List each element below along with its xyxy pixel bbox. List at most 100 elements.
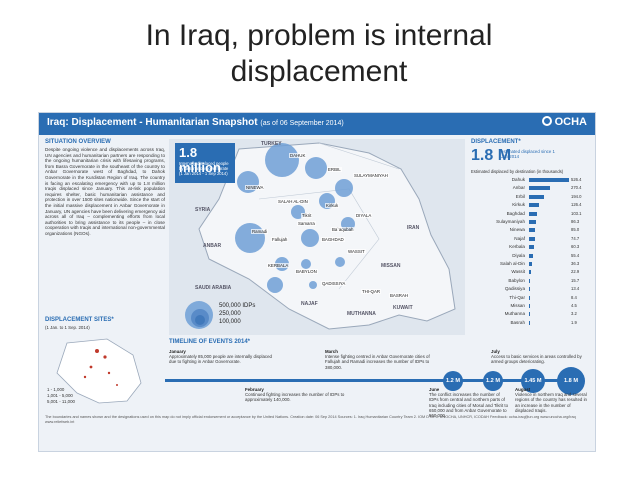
displacement-row-name: Sulaymaniyah	[496, 219, 525, 224]
displacement-row-bar	[529, 186, 550, 191]
bubble-erbil	[305, 157, 327, 179]
displacement-row-name: Diyala	[512, 252, 525, 258]
city-label: BABYLON	[295, 269, 318, 274]
displacement-heading: DISPLACEMENT*	[471, 139, 521, 145]
displacement-row-name: Baghdad	[506, 210, 525, 216]
timeline-event-june: June The conflict increases the number o…	[429, 387, 509, 419]
displacement-row-value: 85.0	[571, 227, 580, 233]
displacement-row-value: 15.7	[571, 277, 580, 283]
city-label: SALAH AL-DIN	[277, 199, 309, 204]
bubble-qadissiya	[309, 281, 317, 289]
displacement-row: Diyala 55.4	[471, 253, 589, 259]
displacement-row: Kerbala 60.3	[471, 244, 589, 250]
displacement-row: Anbar 270.4	[471, 185, 589, 191]
displacement-row-bar	[529, 312, 530, 317]
displacement-row: Basrah 1.9	[471, 320, 589, 326]
city-label: NINEWA	[245, 185, 265, 190]
displacement-row-name: Thi-Qar	[509, 294, 525, 300]
displacement-row-name: Anbar	[512, 185, 525, 191]
displacement-row-value: 194.0	[571, 193, 582, 199]
displacement-row-bar	[529, 253, 534, 258]
infographic-banner: Iraq: Displacement - Humanitarian Snapsh…	[39, 113, 595, 135]
timeline-event-january: January Approximately 85,000 people are …	[169, 349, 272, 365]
displacement-sites-minimap: 1 - 1,000 1,001 - 5,000 5,001 - 11,000	[47, 337, 147, 407]
city-label: Ramadi	[251, 229, 269, 234]
displacement-row: Erbil 194.0	[471, 194, 589, 200]
situation-overview-heading: SITUATION OVERVIEW	[45, 139, 111, 145]
displacement-row: Missan 4.5	[471, 303, 589, 309]
displacement-row-name: Qadissiya	[504, 286, 525, 292]
displacement-row: Ninewa 85.0	[471, 227, 589, 233]
displacement-row-value: 526.4	[571, 177, 582, 182]
displacement-row-value: 8.4	[571, 294, 577, 300]
displacement-row-name: Ninewa	[509, 227, 525, 233]
displacement-row-value: 13.4	[571, 286, 580, 292]
map-label-iran: IRAN	[407, 225, 420, 231]
timeline-event-february: February Continued fighting increases th…	[245, 387, 345, 403]
situation-overview-text: Despite ongoing violence and displacemen…	[45, 147, 165, 236]
displacement-row-bar	[529, 236, 535, 241]
displacement-subtitle: Estimated displaced by destination (in t…	[471, 169, 564, 174]
map-label-saudi-arabia: SAUDI ARABIA	[195, 285, 232, 291]
displacement-sites-heading: DISPLACEMENT SITES*	[45, 317, 114, 323]
infographic-title: Iraq: Displacement - Humanitarian Snapsh…	[47, 117, 344, 128]
displacement-panel: DISPLACEMENT* 1.8 M estimated displaced …	[471, 139, 591, 335]
bubble-wassit	[335, 257, 345, 267]
displacement-row-name: Dahuk	[511, 177, 525, 182]
map-label-kuwait: KUWAIT	[393, 305, 413, 311]
displacement-row-name: Kerbala	[509, 244, 525, 250]
city-label: ERBIL	[327, 167, 342, 172]
minimap-shape	[56, 338, 142, 404]
displacement-row-bar	[529, 220, 536, 224]
sites-legend-3: 5,001 - 11,000	[47, 399, 75, 404]
timeline-bubble-3: 1.45 M	[521, 369, 545, 393]
timeline-line	[165, 379, 577, 382]
map-label-anbar: ANBAR	[203, 243, 222, 249]
city-label: BASRAH	[389, 293, 410, 298]
city-label: QADISSIYA	[321, 281, 347, 286]
timeline-event-july: July Access to basic services in areas c…	[491, 349, 582, 365]
displacement-row-name: Salah al-Din	[499, 261, 525, 266]
displacement-row-value: 22.9	[571, 269, 580, 275]
displacement-row-value: 270.4	[571, 185, 582, 191]
displacement-row-name: Kirkuk	[512, 202, 525, 208]
legend-label-large: 500,000 IDPs	[219, 303, 256, 309]
displacement-row-value: 1.9	[571, 319, 577, 325]
sites-legend-1: 1 - 1,000	[47, 387, 65, 392]
sites-legend-2: 1,001 - 5,000	[47, 393, 73, 398]
timeline-bubble-4: 1.8 M	[557, 367, 585, 395]
map-label-muthanna: MUTHANNA	[347, 311, 376, 317]
displacement-row-name: Najaf	[514, 235, 525, 241]
displacement-row: Wassit 22.9	[471, 269, 589, 275]
displacement-row-bar	[529, 278, 531, 283]
displacement-row-value: 74.7	[571, 235, 580, 241]
city-label: Fallujah	[271, 237, 289, 242]
displacement-row-bar	[529, 211, 537, 216]
displacement-row-bar	[529, 203, 539, 208]
displacement-row: Qadissiya 13.4	[471, 286, 589, 292]
displacement-row-value: 86.3	[571, 219, 580, 224]
callout-text: Internally displaced people by destinati…	[179, 161, 229, 176]
displacement-row: Najaf 74.7	[471, 236, 589, 242]
displacement-row-bar	[529, 178, 569, 182]
city-label: Kirkuk	[325, 203, 340, 208]
timeline-event-august: August Violence in northern Iraq and sev…	[515, 387, 587, 413]
displacement-row-value: 126.4	[571, 202, 582, 208]
displacement-row-value: 4.5	[571, 303, 577, 308]
timeline-event-march: March Intense fighting centred in Anbar …	[325, 349, 430, 370]
timeline-heading: TIMELINE OF EVENTS 2014*	[169, 339, 251, 345]
displacement-row-name: Babylon	[508, 277, 525, 283]
ocha-logo: OCHA	[541, 116, 587, 128]
displacement-row-name: Erbil	[515, 193, 525, 199]
displacement-row-bar	[529, 287, 531, 292]
displacement-row-value: 36.3	[571, 261, 580, 266]
city-label: KERBALA	[267, 263, 290, 268]
displacement-row-bar	[529, 304, 530, 308]
timeline-bubble-1: 1.2 M	[443, 371, 463, 391]
infographic-date: (as of 06 September 2014)	[260, 120, 344, 127]
displacement-row-bar	[529, 245, 534, 250]
displacement-row: Thi-Qar 8.4	[471, 295, 589, 301]
displacement-row: Sulaymaniyah 86.3	[471, 219, 589, 225]
bubble-najaf	[267, 277, 283, 293]
displacement-row-name: Wassit	[511, 269, 525, 275]
